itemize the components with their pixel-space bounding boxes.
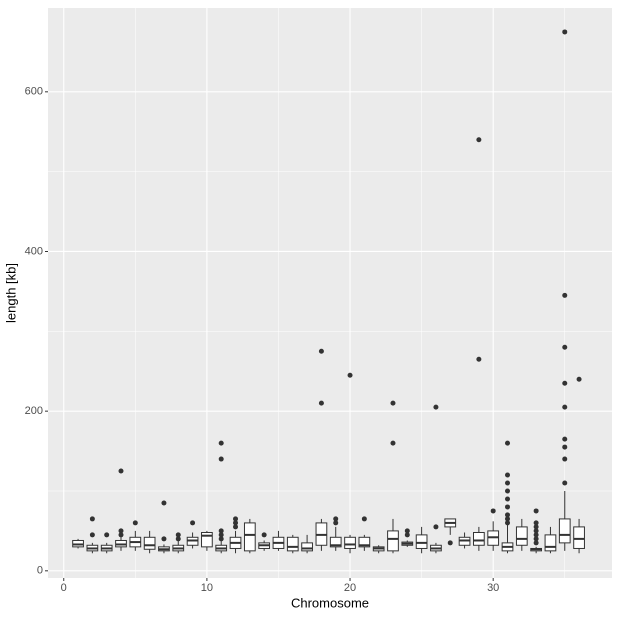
box [201,531,213,548]
outlier [476,356,482,362]
outlier [562,456,568,462]
outlier [161,536,167,542]
outlier [233,520,239,526]
x-tick-label: 20 [344,582,356,594]
box [573,526,585,549]
outlier [318,348,324,354]
outlier [390,440,396,446]
outlier [533,540,539,546]
outlier [505,520,511,526]
y-axis-title: length [kb] [3,263,18,323]
outlier [233,516,239,522]
outlier [562,404,568,410]
outlier [104,532,110,538]
outlier [175,536,181,542]
outlier [533,520,539,526]
outlier [562,480,568,486]
outlier [533,532,539,538]
outlier [218,456,224,462]
outlier [261,532,267,538]
outlier [505,496,511,502]
x-axis-title: Chromosome [291,595,369,610]
outlier [118,532,124,538]
outlier [505,504,511,510]
box [415,534,428,549]
box [143,536,156,550]
x-tick-label: 0 [61,582,67,594]
outlier [333,520,339,526]
outlier [333,516,339,522]
outlier [233,524,239,530]
outlier [318,400,324,406]
outlier [562,444,568,450]
outlier [190,520,196,526]
outlier [218,536,224,542]
y-tick-label: 600 [25,86,43,98]
outlier [533,536,539,542]
outlier [118,468,124,474]
x-tick-label: 30 [487,582,499,594]
outlier [576,376,582,382]
x-tick-label: 10 [201,582,213,594]
outlier [490,508,496,514]
outlier [89,516,95,522]
outlier [505,512,511,518]
outlier [404,532,410,538]
outlier [533,528,539,534]
box [358,536,371,548]
box [515,526,528,546]
box [544,534,557,552]
y-tick-label: 400 [25,245,43,257]
outlier [533,524,539,530]
outlier [433,404,439,410]
outlier [505,440,511,446]
box [344,536,356,549]
outlier [562,292,568,298]
outlier [218,440,224,446]
outlier [476,137,482,143]
outlier [89,532,95,538]
outlier [404,528,410,534]
outlier [447,540,453,546]
outlier [118,528,124,534]
outlier [505,488,511,494]
outlier [347,372,353,378]
y-tick-label: 200 [25,405,43,417]
outlier [218,532,224,538]
outlier [533,508,539,514]
box [243,522,256,552]
outlier [218,528,224,534]
box [387,530,399,552]
box [329,536,342,548]
y-tick-label: 0 [37,565,43,577]
box [473,531,485,546]
outlier [132,520,138,526]
panel [48,8,612,578]
outlier [175,532,181,538]
outlier [390,400,396,406]
box [558,518,571,544]
outlier [433,524,439,530]
outlier [505,480,511,486]
outlier [562,344,568,350]
outlier [562,436,568,442]
outlier [562,29,568,35]
outlier [562,380,568,386]
outlier [161,500,167,506]
outlier [361,516,367,522]
box [301,542,313,552]
box [286,536,299,552]
outlier [505,516,511,522]
outlier [505,472,511,478]
